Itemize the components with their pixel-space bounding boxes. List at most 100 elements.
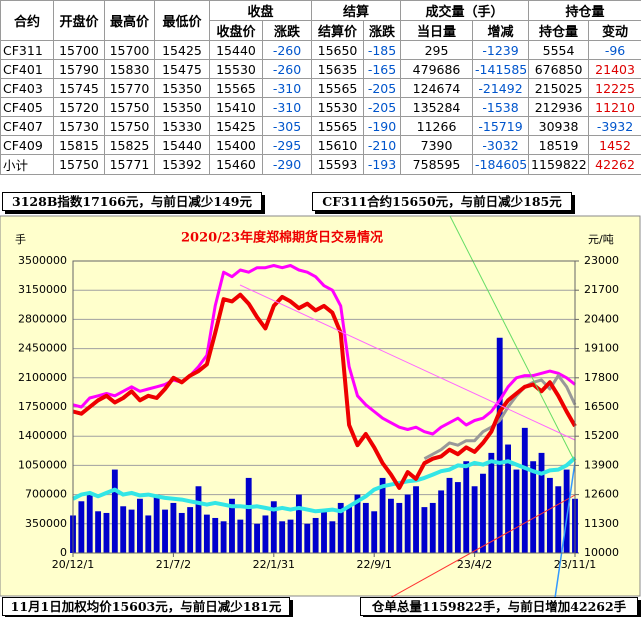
table-cell: 1159822 (528, 154, 590, 175)
y-tick-label: 0 (60, 546, 67, 559)
table-cell: CF311 (0, 40, 54, 60)
bar (538, 452, 545, 553)
line (72, 292, 577, 490)
bar (220, 521, 227, 553)
trend-line (390, 494, 576, 597)
bar (413, 486, 419, 553)
x-tick-label: 23/4/2 (457, 558, 492, 571)
bar (555, 486, 562, 553)
table-cell: -305 (261, 116, 313, 136)
table-cell: 15392 (154, 154, 210, 175)
trend-line (554, 461, 576, 597)
bar (203, 514, 210, 553)
table-cell: 11210 (588, 97, 641, 117)
bar (279, 521, 286, 553)
table-row: CF409 15815 15825 15440 15400 -295 15610 -210 73… (0, 135, 641, 155)
plot-frame (72, 260, 576, 554)
table-cell: 合约 (0, 0, 54, 41)
table-row: 合约 开盘价 最高价 最低价 收盘 结算 成交量（手） 持仓量 (0, 0, 641, 41)
x-tick-label: 21/7/2 (156, 558, 191, 571)
table-cell: 15770 (104, 78, 155, 98)
note: 11月1日加权均价15603元，与前日减少181元 (2, 597, 290, 616)
bar (454, 482, 461, 553)
table-cell: CF403 (0, 78, 54, 98)
bar (463, 461, 470, 553)
table-cell: 15825 (104, 135, 155, 155)
bar (329, 521, 336, 553)
note: 仓单总量1159822手，与前日增加42262手 (360, 597, 638, 616)
y-tick-label: 3500000 (18, 254, 67, 267)
bar (120, 506, 127, 553)
table-cell: 开盘价 (53, 0, 105, 41)
table-cell: 15720 (53, 97, 105, 117)
table-cell: -1538 (472, 97, 530, 117)
table-cell: -310 (261, 78, 313, 98)
chart: 2020/23年度郑棉期货日交易情况 手 元/吨 0 350000 700000 10… (0, 215, 641, 597)
bar (396, 502, 403, 553)
y-axis-label: 手 (15, 232, 26, 246)
bar (178, 512, 185, 553)
bar (245, 477, 252, 553)
bar (103, 512, 110, 553)
table-cell: -21492 (472, 78, 530, 98)
table-cell: 135284 (400, 97, 474, 117)
y-tick-label: 700000 (25, 488, 67, 501)
y2-tick-label: 16500 (584, 400, 619, 413)
table-cell: 15730 (53, 116, 105, 136)
note: 3128B指数17166元，与前日减少149元 (2, 192, 262, 211)
bar (446, 477, 453, 553)
bar (195, 486, 202, 553)
table-cell: CF407 (0, 116, 54, 136)
table-cell: 42262 (588, 154, 641, 175)
bar (362, 502, 369, 553)
bar (563, 469, 570, 553)
table-row: CF401 15790 15830 15475 15530 -260 15635 -165 47… (0, 59, 641, 79)
bar (312, 517, 319, 553)
y2-tick-label: 12600 (584, 488, 619, 501)
table-cell: 15425 (154, 40, 210, 60)
bar (153, 494, 160, 553)
line (423, 374, 577, 461)
y-tick-label: 2100000 (18, 371, 67, 384)
table-cell: 15440 (209, 40, 263, 60)
bar (530, 461, 537, 553)
y2-axis-label: 元/吨 (588, 233, 614, 246)
bar (371, 511, 378, 553)
bar (388, 498, 394, 553)
table-cell: -141585 (472, 59, 530, 79)
table-cell: 最高价 (104, 0, 155, 41)
table-cell: CF405 (0, 97, 54, 117)
y2-tick-label: 10000 (584, 546, 619, 559)
bar (488, 452, 495, 553)
table-cell: 15815 (53, 135, 105, 155)
table-cell: 15425 (209, 116, 263, 136)
table-cell: 15350 (154, 78, 210, 98)
table-cell: 15610 (311, 135, 365, 155)
y2-tick-label: 20400 (584, 312, 619, 325)
bar (471, 486, 478, 553)
table-cell: -96 (588, 40, 641, 60)
table-cell: 涨跌 (261, 20, 313, 41)
bar (170, 502, 177, 553)
table-cell: -193 (363, 154, 402, 175)
bar (254, 523, 260, 553)
table-cell: 21403 (588, 59, 641, 79)
table-cell: CF409 (0, 135, 54, 155)
table-cell: -3032 (472, 135, 530, 155)
bar (128, 509, 135, 553)
bar (304, 523, 311, 553)
table-cell: -205 (363, 78, 402, 98)
y2-tick-label: 15200 (584, 429, 619, 442)
table-cell: -210 (363, 135, 402, 155)
table-cell: 增减 (472, 20, 530, 41)
table-cell: -260 (261, 59, 313, 79)
bar (237, 519, 244, 553)
table-cell: 涨跌 (363, 20, 402, 41)
trend-line (239, 284, 576, 441)
table-cell: 15565 (311, 116, 365, 136)
table-cell: 变动 (588, 20, 641, 41)
table-cell: 7390 (400, 135, 474, 155)
table-cell: -165 (363, 59, 402, 79)
bar (337, 502, 344, 553)
table-cell: 15475 (154, 59, 210, 79)
